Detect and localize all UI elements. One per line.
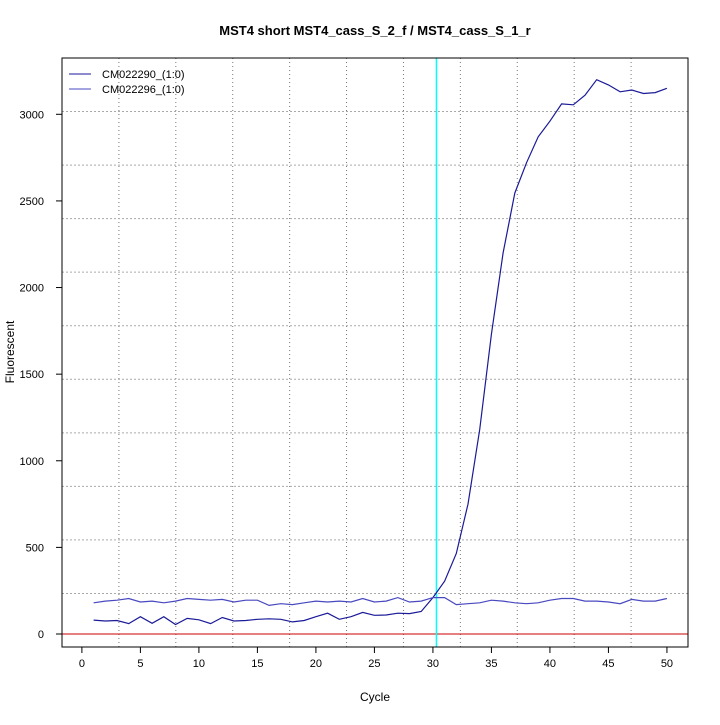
- x-tick-label: 40: [544, 658, 556, 670]
- grid: [62, 58, 688, 647]
- x-tick-label: 45: [602, 658, 614, 670]
- x-tick-label: 25: [368, 658, 380, 670]
- series-group: [93, 78, 668, 626]
- legend-label: CM022290_(1:0): [102, 69, 185, 81]
- y-axis: 0 500 1000 1500 2000 2500 3000: [20, 109, 63, 641]
- y-tick-label: 1000: [20, 456, 44, 468]
- y-tick-label: 1500: [20, 369, 44, 381]
- x-axis-label: Cycle: [360, 690, 390, 704]
- series-line: [93, 596, 668, 607]
- chart-title: MST4 short MST4_cass_S_2_f / MST4_cass_S…: [219, 23, 530, 38]
- series-line: [93, 78, 668, 626]
- y-tick-label: 2000: [20, 283, 44, 295]
- x-tick-label: 0: [79, 658, 85, 670]
- x-tick-label: 20: [310, 658, 322, 670]
- x-tick-label: 50: [661, 658, 673, 670]
- x-tick-label: 5: [137, 658, 143, 670]
- y-tick-label: 500: [26, 542, 44, 554]
- legend: CM022290_(1:0) CM022296_(1:0): [69, 69, 185, 96]
- x-tick-label: 10: [193, 658, 205, 670]
- y-axis-label: Fluorescent: [3, 320, 17, 383]
- legend-label: CM022296_(1:0): [102, 84, 185, 96]
- x-axis: 0 5 10 15 20 25 30 35 40 45 50: [79, 646, 673, 670]
- plot-frame: [61, 57, 689, 648]
- y-tick-label: 2500: [20, 196, 44, 208]
- x-tick-label: 30: [427, 658, 439, 670]
- x-tick-label: 15: [251, 658, 263, 670]
- x-tick-label: 35: [485, 658, 497, 670]
- y-tick-label: 3000: [20, 109, 44, 121]
- y-tick-label: 0: [38, 629, 44, 641]
